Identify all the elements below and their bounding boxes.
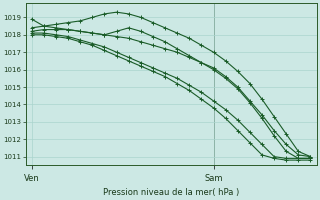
X-axis label: Pression niveau de la mer( hPa ): Pression niveau de la mer( hPa ) <box>103 188 239 197</box>
